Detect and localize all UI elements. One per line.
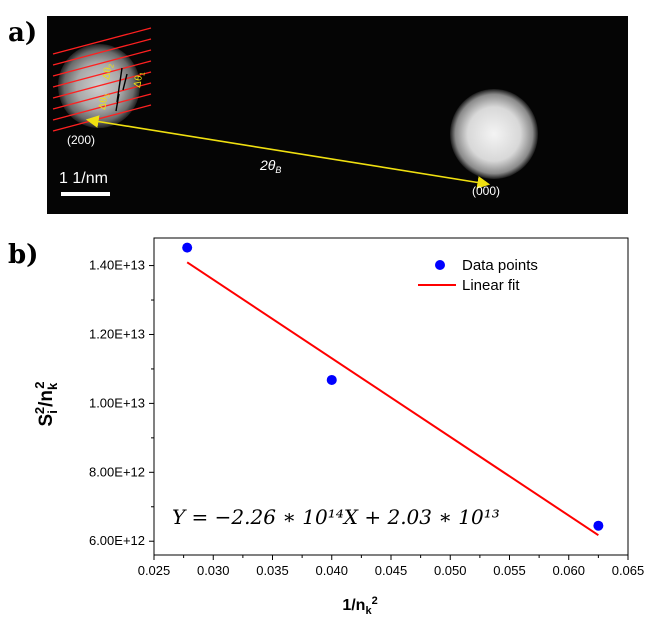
two-theta-label: 2θB [259, 157, 281, 175]
delta-theta-annotations: Δθ2 Δθ1 Δθ3 [97, 63, 147, 112]
kikuchi-line [52, 82, 152, 110]
kikuchi-line [52, 27, 152, 55]
scale-bar [61, 192, 110, 196]
delta-theta-3-sub: 3 [104, 93, 112, 98]
two-theta-arrow [85, 115, 491, 189]
kikuchi-line [52, 38, 152, 66]
linear-fit-line [186, 261, 599, 537]
y-tick-label: 1.00E+13 [89, 395, 145, 410]
fit-equation: Y = −2.26 ∗ 10¹⁴X + 2.03 ∗ 10¹³ [172, 505, 500, 529]
x-tick-label: 0.040 [315, 563, 348, 578]
legend: Data points Linear fit [418, 257, 538, 294]
y-tick-label: 6.00E+12 [89, 533, 145, 548]
y-tick-label: 1.20E+13 [89, 326, 145, 341]
legend-label-data: Data points [462, 257, 538, 274]
diffraction-svg: Δθ2 Δθ1 Δθ3 (200) (000) 2θB 1 1/nm [47, 16, 628, 214]
delta-arrow-2 [122, 73, 128, 91]
x-tick-label: 0.025 [138, 563, 171, 578]
delta-theta-1-label: Δθ [132, 74, 145, 88]
spot-000-label: (000) [472, 184, 500, 198]
spot-000 [450, 89, 538, 179]
x-tick-label: 0.050 [434, 563, 467, 578]
data-point [593, 520, 604, 531]
delta-theta-3-label: Δθ [97, 96, 110, 110]
x-tick-label: 0.060 [552, 563, 585, 578]
panel-b-label: b) [8, 240, 39, 270]
kikuchi-line [52, 60, 152, 88]
x-tick-label: 0.030 [197, 563, 230, 578]
diffraction-image: Δθ2 Δθ1 Δθ3 (200) (000) 2θB 1 1/nm [47, 16, 628, 214]
scale-bar-label: 1 1/nm [59, 170, 108, 187]
svg-text:Δθ3: Δθ3 [97, 93, 112, 111]
svg-text:Δθ1: Δθ1 [132, 71, 147, 89]
x-tick-label: 0.035 [256, 563, 289, 578]
x-tick-label: 0.065 [612, 563, 645, 578]
delta-theta-2-sub: 2 [108, 63, 116, 68]
delta-theta-1-sub: 1 [139, 71, 147, 76]
y-tick-label: 8.00E+12 [89, 464, 145, 479]
y-axis: 6.00E+12 8.00E+12 1.00E+13 1.20E+13 1.40E+13 [89, 258, 154, 548]
spot-200-label: (200) [67, 133, 95, 147]
svg-text:Δθ2: Δθ2 [101, 63, 116, 81]
legend-label-fit: Linear fit [462, 277, 520, 294]
data-series [182, 242, 604, 531]
kikuchi-line [52, 71, 152, 99]
x-tick-label: 0.055 [493, 563, 526, 578]
tem-background [47, 16, 628, 214]
x-axis: 0.025 0.030 0.035 0.040 0.045 0.050 0.055 0.060… [138, 555, 645, 578]
fit-series [186, 261, 599, 537]
delta-theta-2-label: Δθ [101, 66, 114, 80]
scatter-chart: 0.025 0.030 0.035 0.040 0.045 0.050 0.055 0.060… [32, 237, 645, 617]
x-tick-label: 0.045 [375, 563, 408, 578]
delta-arrow-3 [115, 93, 120, 112]
delta-arrow-1 [116, 67, 123, 103]
kikuchi-line [52, 93, 152, 121]
legend-marker-data [435, 260, 445, 270]
y-tick-label: 1.40E+13 [89, 258, 145, 273]
x-axis-title: 1/nk2 [342, 595, 377, 617]
kikuchi-lines [52, 27, 152, 132]
data-point [182, 242, 193, 253]
data-point [326, 374, 337, 385]
kikuchi-line [52, 49, 152, 77]
panel-a-label: a) [8, 18, 38, 48]
y-axis-title: Si2/nk2 [32, 382, 60, 427]
